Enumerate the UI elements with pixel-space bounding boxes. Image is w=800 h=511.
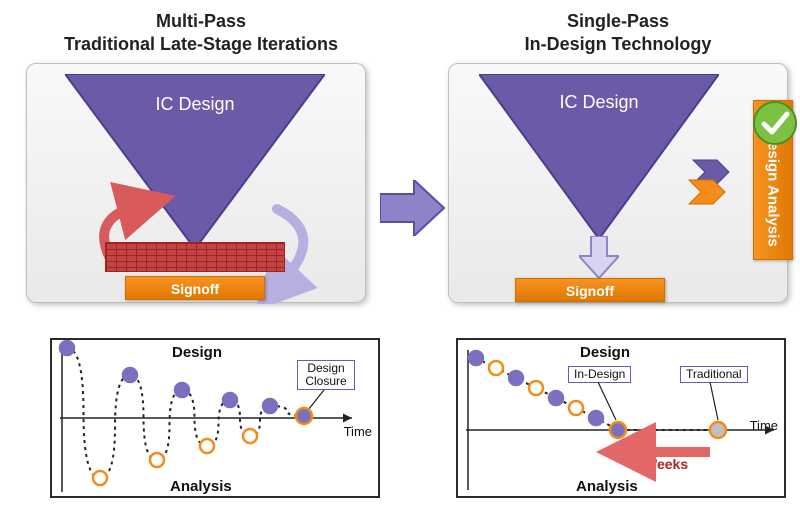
right-signoff: Signoff (515, 278, 665, 302)
right-graph: Design Analysis Time In-Design Tradition… (456, 338, 786, 498)
left-triangle-label: IC Design (155, 94, 234, 114)
left-graph: Design Analysis Time Design Closure (50, 338, 380, 498)
right-triangle: IC Design (479, 74, 719, 239)
right-panel: IC Design In-Design Analysis Signoff (448, 63, 788, 303)
brick-wall (105, 242, 285, 272)
left-signoff: Signoff (125, 276, 265, 300)
checkmark-icon (752, 100, 798, 146)
down-arrow-icon (579, 236, 619, 280)
left-triangle: IC Design (65, 74, 325, 249)
left-panel: IC Design Signoff (26, 63, 366, 303)
left-title-l2: Traditional Late-Stage Iterations (64, 34, 338, 54)
left-title-l1: Multi-Pass (156, 11, 246, 31)
right-title-l2: In-Design Technology (525, 34, 712, 54)
right-graph-svg (458, 340, 788, 500)
right-title-l1: Single-Pass (567, 11, 669, 31)
right-column: Single-Pass In-Design Technology IC Desi… (448, 10, 788, 303)
right-title: Single-Pass In-Design Technology (448, 10, 788, 55)
indesign-l2: Analysis (765, 185, 782, 247)
left-graph-svg (52, 340, 382, 500)
chevrons-icon (687, 152, 747, 212)
big-arrow-icon (380, 180, 446, 241)
left-title: Multi-Pass Traditional Late-Stage Iterat… (26, 10, 376, 55)
left-column: Multi-Pass Traditional Late-Stage Iterat… (26, 10, 376, 303)
right-triangle-label: IC Design (559, 92, 638, 112)
